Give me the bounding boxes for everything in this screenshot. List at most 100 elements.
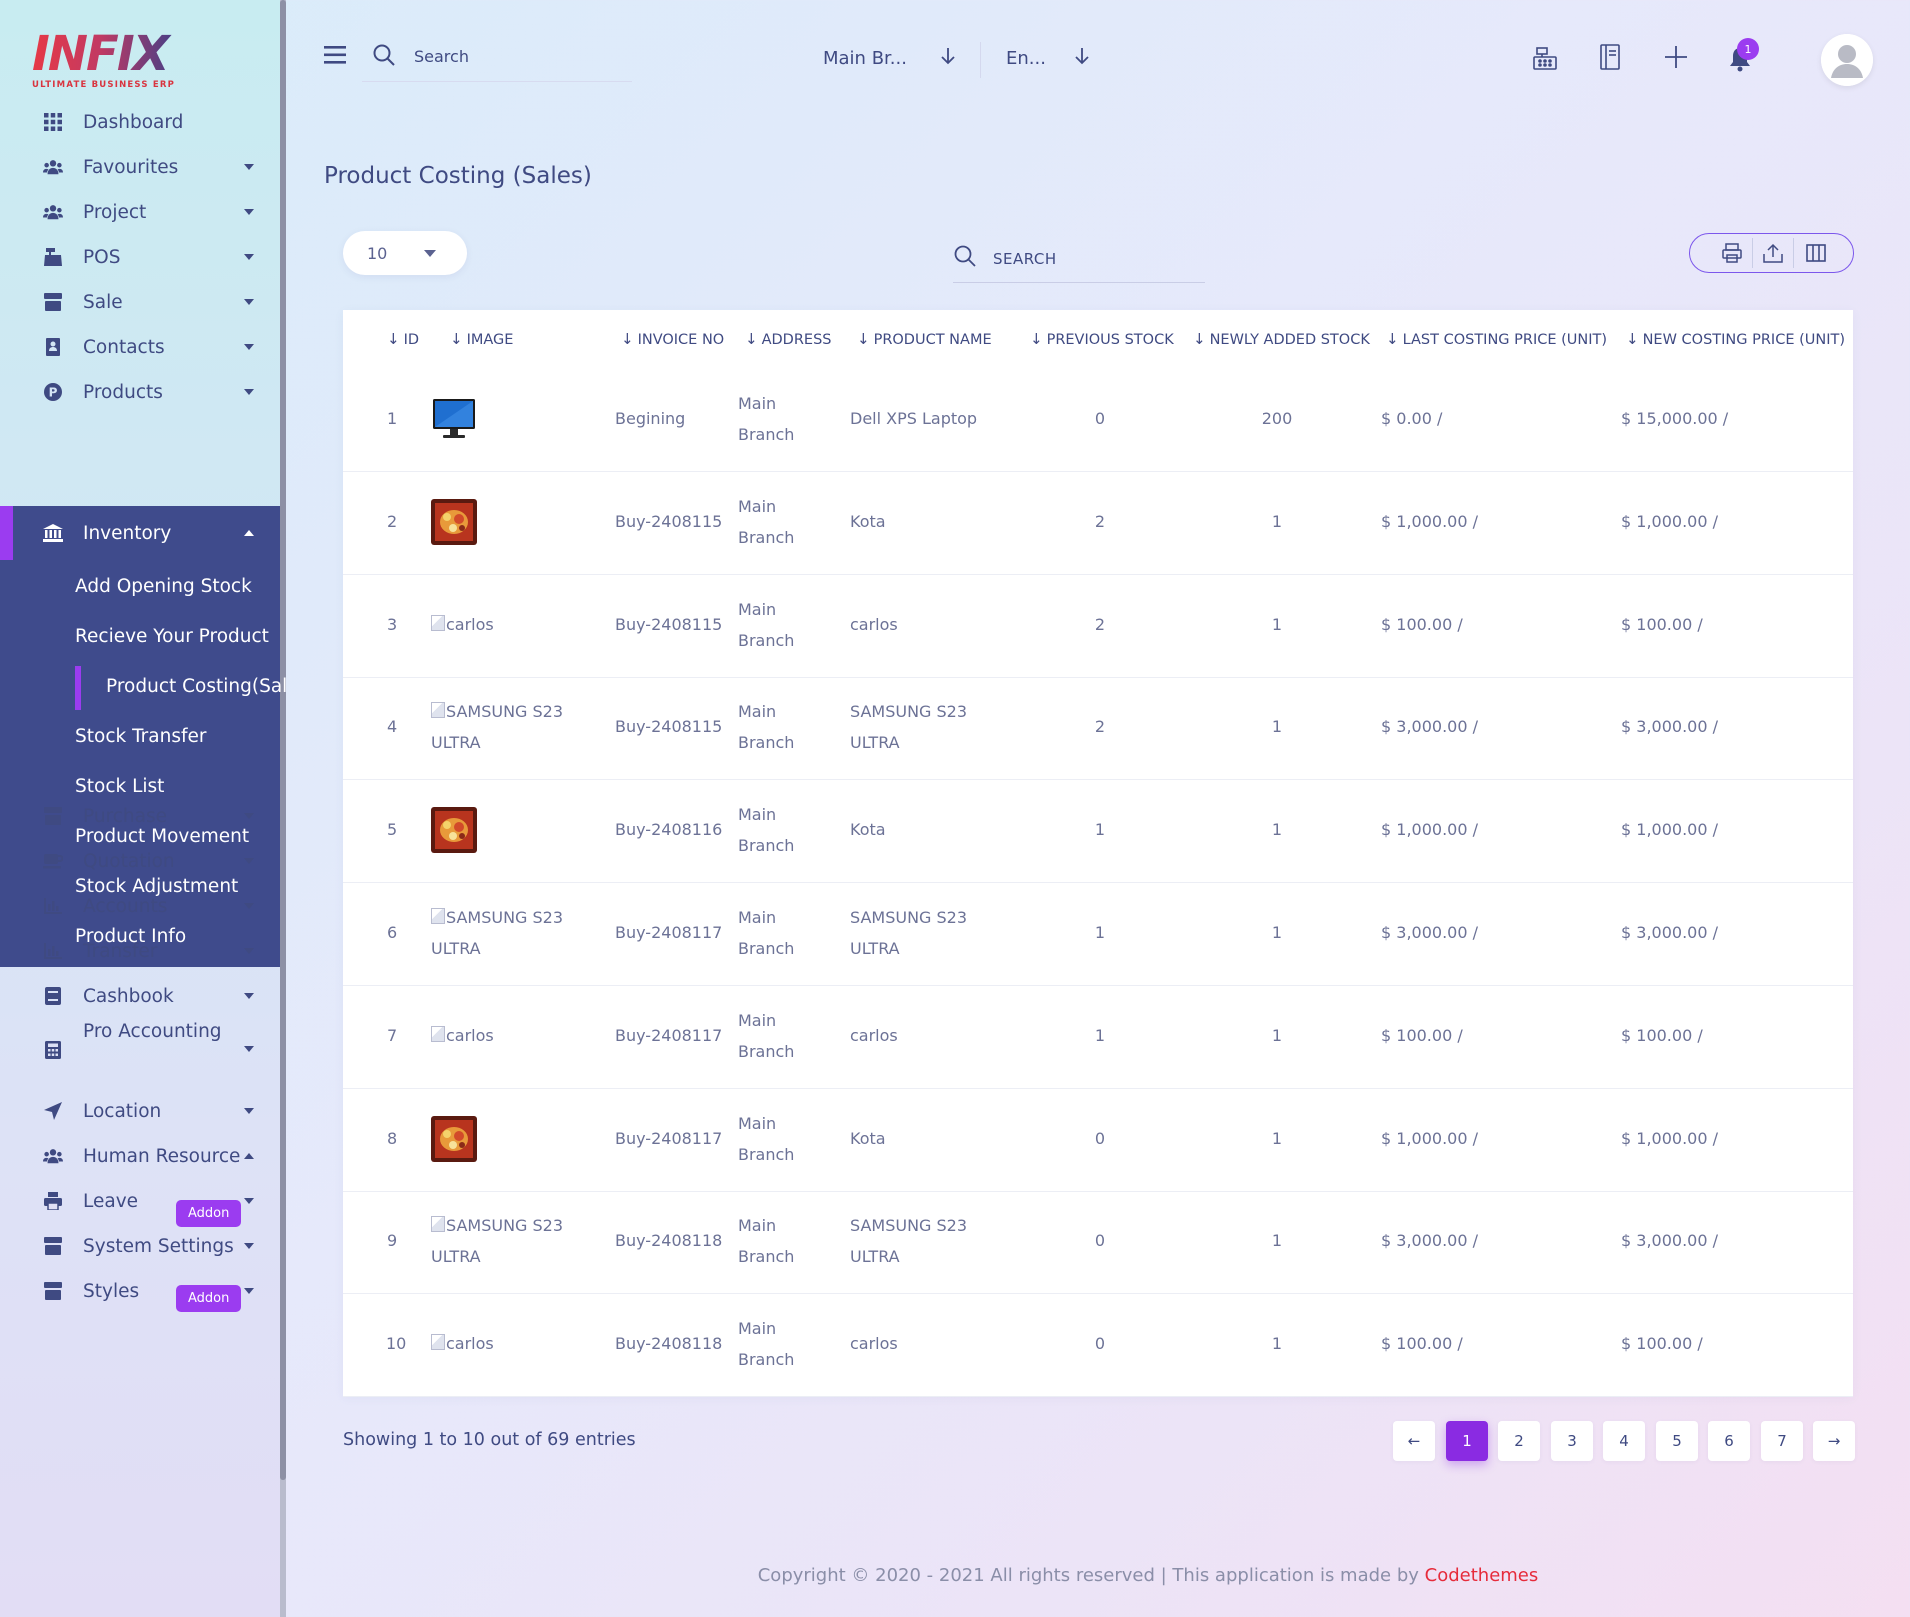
user-avatar[interactable] — [1821, 34, 1873, 86]
submenu-stock-adjustment[interactable]: Stock Adjustment — [75, 876, 239, 897]
sidebar-item-human-resource[interactable]: Human Resource — [0, 1132, 280, 1180]
broken-image: SAMSUNG S23 — [431, 696, 563, 727]
app-logo[interactable]: INFIX ULTIMATE BUSINESS ERP — [32, 30, 182, 92]
sidebar-item-location[interactable]: Location — [0, 1087, 280, 1135]
cell-address: Main — [738, 1010, 777, 1030]
logo-text: INFIX — [32, 30, 182, 78]
image-alt-text: SAMSUNG S23 — [446, 1216, 564, 1236]
submenu-product-info[interactable]: Product Info — [75, 926, 187, 947]
cell-invoice-no: Buy-2408115 — [615, 511, 723, 531]
sidebar-item-pos[interactable]: POS — [0, 233, 280, 281]
broken-image: carlos — [431, 1328, 494, 1359]
brand-link[interactable]: Codethemes — [1424, 1565, 1539, 1586]
column-header-label: NEW COSTING PRICE (UNIT) — [1642, 332, 1845, 348]
cell-address-line2: Branch — [738, 1247, 795, 1267]
contact-book-icon — [43, 337, 63, 357]
column-header-newly-added-stock[interactable]: ↓ NEWLY ADDED STOCK — [1193, 330, 1370, 348]
cell-last-costing-price: $ 3,000.00 / — [1381, 717, 1478, 737]
header-search-input[interactable]: Search — [414, 47, 469, 66]
column-header-new-costing-price-unit[interactable]: ↓ NEW COSTING PRICE (UNIT) — [1626, 330, 1845, 348]
bar-chart-icon — [43, 941, 63, 961]
bank-icon — [43, 523, 63, 543]
export-button[interactable] — [1753, 234, 1793, 271]
sidebar-item-label: Location — [83, 1100, 162, 1122]
sidebar-item-dashboard[interactable]: Dashboard — [0, 98, 280, 146]
cash-register-icon[interactable] — [1531, 44, 1559, 76]
page-length-select[interactable]: 10 — [343, 231, 467, 275]
sidebar-item-inventory[interactable]: Inventory — [0, 509, 280, 557]
page-button-4[interactable]: 4 — [1603, 1421, 1645, 1461]
sort-arrow-down-icon: ↓ — [857, 330, 870, 348]
branch-select[interactable]: Main Br... — [823, 48, 907, 69]
caret-down-icon — [244, 1046, 254, 1052]
add-icon[interactable] — [1663, 44, 1689, 74]
notebook-icon[interactable] — [1597, 43, 1623, 75]
sidebar-scrollbar-thumb[interactable] — [280, 0, 286, 1480]
sidebar-item-contacts[interactable]: Contacts — [0, 323, 280, 371]
pro-accounting-addon-badge: Addon — [176, 1285, 242, 1312]
column-header-product-name[interactable]: ↓ PRODUCT NAME — [857, 330, 992, 348]
cell-new-costing-price: $ 1,000.00 / — [1621, 1128, 1718, 1148]
language-chevron-down-icon[interactable] — [1074, 47, 1090, 69]
submenu-stock-transfer[interactable]: Stock Transfer — [75, 726, 207, 747]
sidebar-item-accounts[interactable]: Accounts — [0, 882, 280, 930]
cell-address: Main — [738, 702, 777, 722]
sort-arrow-down-icon: ↓ — [1193, 330, 1206, 348]
sidebar-item-quotation[interactable]: Quotation — [0, 837, 280, 885]
menu-toggle-icon[interactable] — [324, 44, 348, 70]
submenu-recieve-your-product[interactable]: Recieve Your Product — [75, 626, 269, 647]
sidebar-item-system-settings[interactable]: System Settings — [0, 1222, 280, 1270]
sidebar-item-purchase[interactable]: Purchase — [0, 792, 280, 840]
broken-image-icon — [431, 1025, 445, 1042]
page-button-2[interactable]: 2 — [1498, 1421, 1540, 1461]
cell-id: 9 — [387, 1231, 398, 1251]
next-page-button[interactable]: → — [1813, 1421, 1855, 1461]
column-header-previous-stock[interactable]: ↓ PREVIOUS STOCK — [1030, 330, 1174, 348]
sidebar-item-leave[interactable]: Leave — [0, 1177, 280, 1225]
prev-page-button[interactable]: ← — [1393, 1421, 1435, 1461]
sidebar-item-sale[interactable]: Sale — [0, 278, 280, 326]
branch-chevron-down-icon[interactable] — [940, 47, 956, 69]
sidebar-item-cashbook[interactable]: Cashbook — [0, 972, 280, 1020]
coffee-icon — [43, 851, 63, 871]
column-header-image[interactable]: ↓ IMAGE — [450, 330, 513, 348]
column-header-address[interactable]: ↓ ADDRESS — [745, 330, 831, 348]
columns-button[interactable] — [1796, 234, 1836, 271]
cell-previous-stock: 1 — [1094, 1025, 1106, 1045]
table-search-input[interactable]: SEARCH — [953, 240, 1205, 284]
language-select[interactable]: En... — [1006, 48, 1046, 69]
column-header-id[interactable]: ↓ ID — [387, 330, 419, 348]
submenu-add-opening-stock[interactable]: Add Opening Stock — [75, 576, 252, 597]
column-header-invoice-no[interactable]: ↓ INVOICE NO — [621, 330, 724, 348]
page-button-1[interactable]: 1 — [1446, 1421, 1488, 1461]
sidebar-item-project[interactable]: Project — [0, 188, 280, 236]
submenu-product-costing[interactable]: Product Costing(Sal — [106, 676, 288, 697]
sidebar-item-pro-accounting[interactable]: Pro Accounting — [0, 1021, 280, 1073]
print-button[interactable] — [1712, 234, 1752, 271]
columns-icon — [1806, 243, 1826, 262]
page-button-3[interactable]: 3 — [1551, 1421, 1593, 1461]
sidebar-item-transfer[interactable]: Transfer — [0, 927, 280, 975]
sidebar-item-favourites[interactable]: Favourites — [0, 143, 280, 191]
caret-up-icon — [244, 1153, 254, 1159]
page-button-5[interactable]: 5 — [1656, 1421, 1698, 1461]
cell-new-costing-price: $ 3,000.00 / — [1621, 1231, 1718, 1251]
submenu-product-movement[interactable]: Product Movement — [75, 826, 250, 847]
page-button-7[interactable]: 7 — [1761, 1421, 1803, 1461]
cell-last-costing-price: $ 3,000.00 / — [1381, 1231, 1478, 1251]
column-header-last-costing-price-unit[interactable]: ↓ LAST COSTING PRICE (UNIT) — [1386, 330, 1607, 348]
store-icon — [43, 1236, 63, 1256]
sidebar-item-label: Purchase — [83, 805, 168, 827]
search-icon[interactable] — [372, 43, 396, 71]
broken-image: SAMSUNG S23 — [431, 1210, 563, 1241]
active-indicator — [0, 506, 13, 560]
bar-chart-icon — [43, 896, 63, 916]
cell-newly-added-stock: 1 — [1271, 1128, 1283, 1148]
page-button-6[interactable]: 6 — [1708, 1421, 1750, 1461]
cell-previous-stock: 1 — [1094, 923, 1106, 942]
sidebar-item-styles[interactable]: Styles — [0, 1267, 280, 1315]
store-icon — [43, 1281, 63, 1301]
submenu-stock-list[interactable]: Stock List — [75, 776, 165, 797]
sidebar-item-products[interactable]: P Products — [0, 368, 280, 416]
page-length-value: 10 — [367, 244, 388, 263]
